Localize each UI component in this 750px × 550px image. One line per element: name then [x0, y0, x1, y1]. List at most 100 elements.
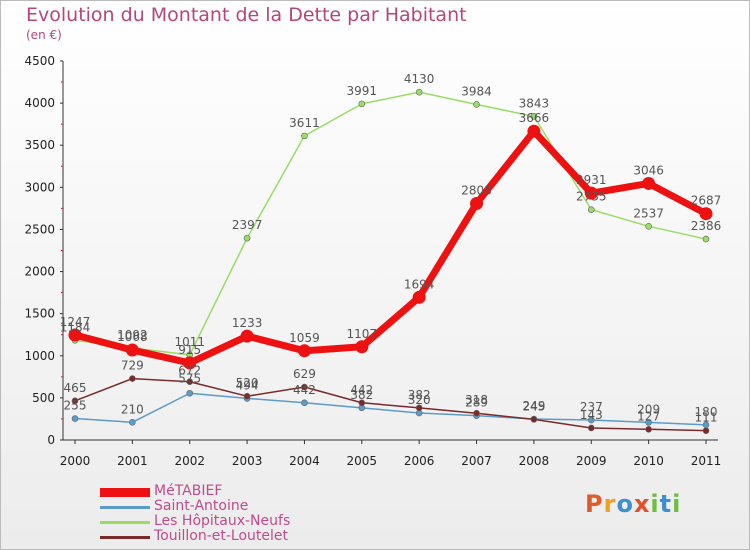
- data-point: [587, 206, 595, 213]
- data-label: 1247: [60, 315, 91, 329]
- data-point: [527, 124, 541, 138]
- data-label: 2537: [633, 206, 664, 220]
- data-label: 382: [408, 388, 431, 402]
- y-tick-label: 3000: [24, 180, 55, 194]
- x-tick-label: 2004: [289, 454, 320, 468]
- data-point: [530, 416, 538, 423]
- y-tick-label: 2500: [24, 222, 55, 236]
- series-line: [74, 392, 707, 426]
- data-label: 3666: [519, 111, 550, 125]
- data-point: [186, 378, 194, 386]
- data-point: [645, 223, 652, 230]
- logo-letter: r: [603, 490, 617, 518]
- data-point: [412, 290, 426, 304]
- data-point: [699, 207, 713, 221]
- y-tick-label: 4000: [24, 96, 55, 110]
- x-tick-label: 2010: [633, 454, 664, 468]
- logo-letter: P: [585, 490, 604, 518]
- data-point: [186, 389, 194, 397]
- data-label: 1233: [232, 316, 263, 330]
- data-point: [530, 113, 538, 120]
- data-label: 1011: [174, 335, 205, 349]
- data-point: [415, 88, 423, 96]
- data-point: [587, 424, 595, 432]
- data-point: [645, 426, 652, 433]
- data-label: 2808: [461, 184, 492, 198]
- legend-label: Saint-Antoine: [154, 498, 249, 514]
- data-label: 915: [178, 343, 201, 357]
- data-label: 629: [293, 367, 316, 381]
- data-label: 2687: [691, 194, 722, 208]
- data-label: 2386: [691, 219, 722, 233]
- data-label: 2931: [576, 173, 607, 187]
- x-tick-label: 2000: [60, 454, 91, 468]
- data-label: 520: [236, 376, 259, 390]
- data-point: [68, 328, 82, 342]
- x-tick-label: 2003: [232, 454, 263, 468]
- data-point: [473, 101, 480, 108]
- data-label: 1184: [60, 320, 91, 334]
- legend-label: Touillon-et-Loutelet: [154, 528, 289, 544]
- data-label: 210: [121, 402, 144, 416]
- data-point: [702, 235, 710, 243]
- legend-label: MéTABIEF: [154, 483, 223, 499]
- logo-letter: i: [672, 490, 682, 518]
- data-point: [645, 419, 652, 426]
- data-label: 4130: [404, 72, 435, 86]
- data-label: 494: [236, 378, 259, 392]
- chart-subtitle: (en €): [26, 28, 62, 42]
- data-point: [71, 397, 79, 405]
- data-label: 255: [64, 399, 87, 413]
- y-tick-label: 3500: [24, 138, 55, 152]
- data-point: [358, 100, 366, 108]
- data-label: 2397: [232, 218, 263, 232]
- y-tick-label: 0: [47, 433, 55, 447]
- series-line: [74, 377, 707, 432]
- data-label: 2735: [576, 190, 607, 204]
- data-point: [129, 375, 136, 382]
- x-tick-label: 2002: [174, 454, 205, 468]
- data-label: 245: [522, 399, 545, 413]
- x-tick-label: 2005: [347, 454, 378, 468]
- data-point: [470, 197, 484, 211]
- x-tick-label: 2007: [461, 454, 492, 468]
- x-tick-label: 2006: [404, 454, 435, 468]
- series-line: [71, 127, 710, 367]
- data-label: 111: [695, 411, 718, 425]
- data-point: [355, 340, 369, 354]
- data-label: 318: [465, 393, 488, 407]
- data-label: 143: [580, 408, 603, 422]
- data-point: [642, 176, 656, 190]
- y-tick-label: 2000: [24, 265, 55, 279]
- data-point: [702, 427, 710, 434]
- data-label: 127: [637, 409, 660, 423]
- data-point: [301, 399, 308, 407]
- data-point: [415, 404, 423, 412]
- logo-letter: i: [650, 490, 660, 518]
- data-point: [129, 419, 136, 426]
- data-label: 237: [580, 400, 603, 414]
- data-point: [584, 186, 598, 200]
- data-label: 3843: [519, 96, 550, 110]
- x-tick-label: 2001: [117, 454, 148, 468]
- data-label: 465: [64, 381, 87, 395]
- proxiti-logo: Proxiti: [585, 490, 681, 518]
- legend-swatch: [100, 506, 150, 509]
- data-label: 1059: [289, 331, 320, 345]
- data-point: [243, 234, 251, 242]
- x-tick-label: 2008: [519, 454, 550, 468]
- legend-swatch: [100, 488, 150, 497]
- logo-letter: o: [616, 490, 634, 518]
- y-tick-label: 4500: [24, 54, 55, 68]
- data-point: [587, 416, 595, 424]
- legend-label: Les Hôpitaux-Neufs: [154, 513, 291, 529]
- data-point: [301, 383, 308, 391]
- data-label: 3046: [633, 163, 664, 177]
- logo-letter: t: [659, 490, 673, 518]
- logo-letter: x: [633, 490, 651, 518]
- x-tick-label: 2011: [691, 454, 722, 468]
- legend-swatch: [100, 521, 150, 524]
- data-label: 249: [522, 399, 545, 413]
- data-label: 3991: [347, 84, 378, 98]
